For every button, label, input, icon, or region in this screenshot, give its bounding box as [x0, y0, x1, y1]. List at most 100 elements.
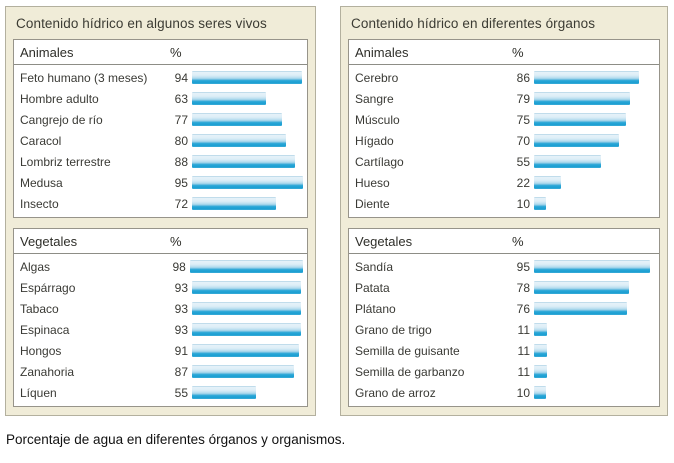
table-row: Diente 10: [349, 193, 659, 214]
row-value: 80: [174, 133, 188, 148]
table-animales-organos: Animales % Cerebro 86 Sangre 79 Músculo …: [348, 39, 660, 218]
row-value: 11: [517, 364, 530, 379]
row-label: Espárrago: [20, 280, 76, 295]
table-header: Animales %: [349, 40, 659, 65]
row-value: 63: [174, 91, 188, 106]
table-row: Insecto 72: [14, 193, 307, 214]
row-bar: [534, 155, 602, 168]
row-value: 76: [516, 301, 530, 316]
table-header: Vegetales %: [14, 229, 307, 254]
row-bar: [192, 155, 295, 168]
row-value: 87: [174, 364, 188, 379]
row-value: 70: [516, 133, 530, 148]
row-label: Hígado: [355, 133, 394, 148]
table-row: Feto humano (3 meses) 94: [14, 67, 307, 88]
row-value: 10: [516, 196, 530, 211]
table-row: Hombre adulto 63: [14, 88, 307, 109]
row-value: 88: [174, 154, 188, 169]
row-value: 10: [516, 385, 530, 400]
row-value: 11: [517, 343, 530, 358]
row-label: Semilla de guisante: [355, 343, 460, 358]
row-value: 55: [516, 154, 530, 169]
row-bar: [192, 113, 283, 126]
table-rows: Sandía 95 Patata 78 Plátano 76 Grano de …: [349, 254, 659, 403]
row-value: 75: [516, 112, 530, 127]
row-bar: [534, 323, 548, 336]
row-label: Cangrejo de río: [20, 112, 103, 127]
panel-organos: Contenido hídrico en diferentes órganos …: [340, 6, 668, 416]
row-value: 55: [174, 385, 188, 400]
table-row: Grano de arroz 10: [349, 382, 659, 403]
row-label: Feto humano (3 meses): [20, 70, 148, 85]
table-row: Semilla de guisante 11: [349, 340, 659, 361]
table-header-unit: %: [512, 45, 524, 60]
row-bar: [192, 92, 266, 105]
panel-title: Contenido hídrico en diferentes órganos: [351, 16, 596, 31]
table-animales-seres-vivos: Animales % Feto humano (3 meses) 94 Homb…: [13, 39, 308, 218]
table-header-unit: %: [170, 45, 182, 60]
table-header-group: Vegetales: [355, 234, 413, 249]
row-value: 11: [517, 322, 530, 337]
table-row: Algas 98: [14, 256, 307, 277]
row-value: 98: [172, 259, 186, 274]
table-row: Cartílago 55: [349, 151, 659, 172]
row-bar: [534, 260, 650, 273]
row-label: Hueso: [355, 175, 390, 190]
table-row: Músculo 75: [349, 109, 659, 130]
table-header-group: Animales: [355, 45, 409, 60]
table-row: Caracol 80: [14, 130, 307, 151]
row-value: 93: [174, 280, 188, 295]
row-label: Sangre: [355, 91, 394, 106]
row-label: Sandía: [355, 259, 394, 274]
row-value: 79: [516, 91, 530, 106]
row-label: Tabaco: [20, 301, 59, 316]
table-rows: Algas 98 Espárrago 93 Tabaco 93 Espinaca…: [14, 254, 307, 403]
row-label: Medusa: [20, 175, 63, 190]
table-row: Cerebro 86: [349, 67, 659, 88]
table-row: Espárrago 93: [14, 277, 307, 298]
row-value: 78: [516, 280, 530, 295]
row-bar: [189, 260, 303, 273]
row-bar: [534, 302, 627, 315]
panel-title: Contenido hídrico en algunos seres vivos: [16, 16, 267, 31]
row-bar: [534, 113, 626, 126]
row-label: Músculo: [355, 112, 400, 127]
row-bar: [534, 176, 561, 189]
table-header-group: Animales: [20, 45, 74, 60]
row-label: Hombre adulto: [20, 91, 99, 106]
row-bar: [534, 92, 631, 105]
row-value: 77: [174, 112, 188, 127]
row-value: 93: [174, 322, 188, 337]
row-label: Caracol: [20, 133, 62, 148]
row-bar: [534, 281, 630, 294]
row-label: Grano de arroz: [355, 385, 436, 400]
table-vegetales-organos: Vegetales % Sandía 95 Patata 78 Plátano …: [348, 228, 660, 407]
panel-seres-vivos: Contenido hídrico en algunos seres vivos…: [5, 6, 316, 416]
row-bar: [192, 365, 294, 378]
table-row: Hongos 91: [14, 340, 307, 361]
row-value: 86: [516, 70, 530, 85]
row-label: Líquen: [20, 385, 57, 400]
row-label: Zanahoria: [20, 364, 75, 379]
row-bar: [192, 302, 301, 315]
row-label: Semilla de garbanzo: [355, 364, 465, 379]
row-value: 93: [174, 301, 188, 316]
row-bar: [192, 281, 301, 294]
row-bar: [192, 323, 301, 336]
row-bar: [534, 197, 547, 210]
table-row: Sandía 95: [349, 256, 659, 277]
row-bar: [192, 386, 257, 399]
row-bar: [534, 71, 639, 84]
row-bar: [534, 134, 620, 147]
row-value: 22: [516, 175, 530, 190]
row-label: Cartílago: [355, 154, 404, 169]
row-label: Grano de trigo: [355, 322, 432, 337]
table-rows: Feto humano (3 meses) 94 Hombre adulto 6…: [14, 65, 307, 214]
table-row: Hígado 70: [349, 130, 659, 151]
panels-container: Contenido hídrico en algunos seres vivos…: [5, 6, 668, 416]
table-row: Medusa 95: [14, 172, 307, 193]
table-row: Grano de trigo 11: [349, 319, 659, 340]
row-bar: [534, 365, 548, 378]
row-value: 91: [174, 343, 188, 358]
